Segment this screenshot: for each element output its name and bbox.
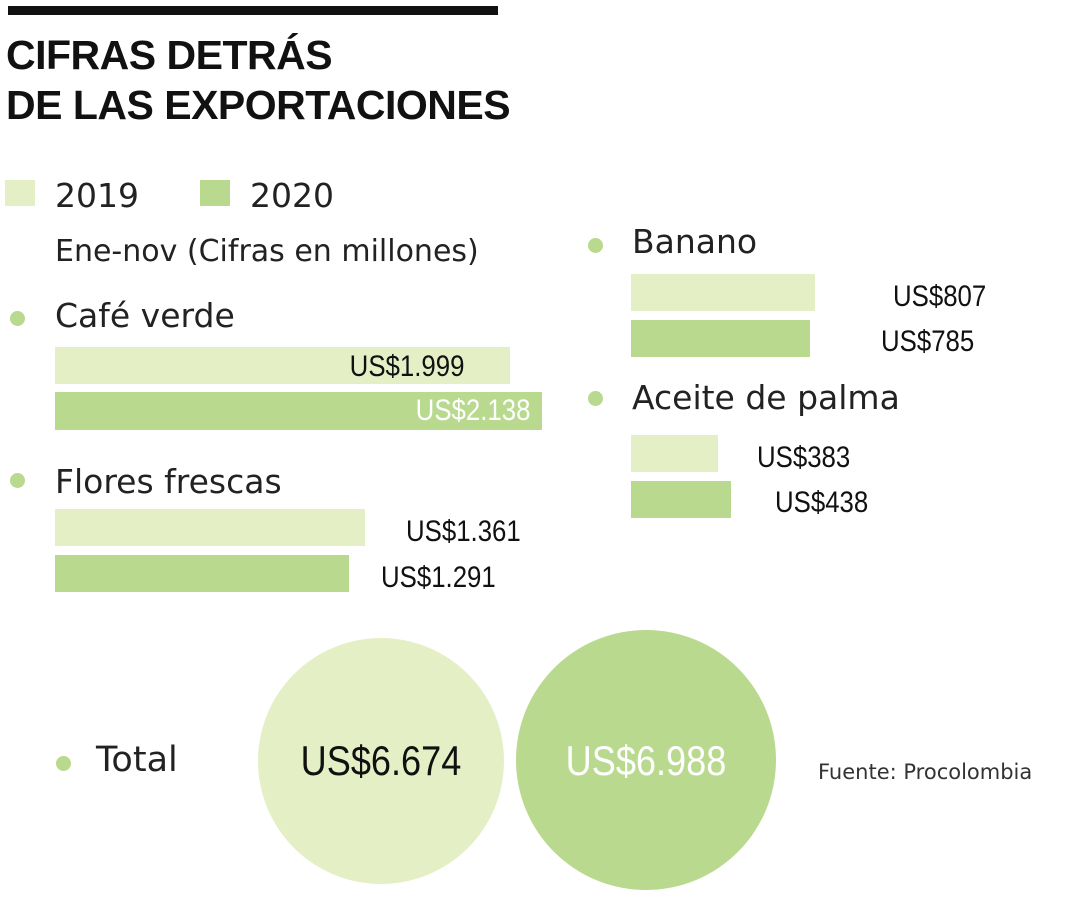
total-label: Total: [96, 740, 178, 780]
total-circle-2019: [258, 638, 504, 884]
bar-cafe-verde-2020: [55, 392, 542, 430]
total-circle-2020: [516, 630, 776, 890]
bar-flores-frescas-2019: [55, 509, 365, 546]
category-label-banano: Banano: [632, 222, 758, 261]
category-label-aceite-de-palma: Aceite de palma: [632, 378, 900, 417]
category-dot-banano: [588, 238, 603, 253]
value-label-cafe-verde-2019: US$1.999: [349, 350, 464, 383]
bar-aceite-de-palma-2020: [631, 481, 731, 518]
title-line-2: DE LAS EXPORTACIONES: [6, 82, 511, 128]
legend-label-2019: 2019: [55, 176, 139, 215]
chart-subtitle: Ene-nov (Cifras en millones): [55, 234, 479, 269]
source-note: Fuente: Procolombia: [818, 760, 1033, 784]
bar-aceite-de-palma-2019: [631, 435, 718, 472]
bar-flores-frescas-2020: [55, 555, 349, 592]
value-label-banano-2019: US$807: [893, 280, 987, 313]
value-label-flores-frescas-2020: US$1.291: [381, 561, 496, 594]
bar-cafe-verde-2019: [55, 347, 510, 384]
bar-banano-2020: [631, 320, 810, 357]
category-dot-flores-frescas: [10, 473, 25, 488]
value-label-aceite-de-palma-2019: US$383: [757, 441, 851, 474]
value-label-banano-2020: US$785: [881, 325, 975, 358]
value-label-cafe-verde-2020: US$2.138: [415, 394, 530, 427]
category-dot-cafe-verde: [10, 311, 25, 326]
top-rule: [8, 6, 498, 15]
total-value-2019: US$6.674: [300, 737, 462, 784]
value-label-aceite-de-palma-2020: US$438: [775, 486, 869, 519]
category-label-flores-frescas: Flores frescas: [55, 462, 282, 501]
legend-swatch-2020: [200, 180, 230, 206]
legend-label-2020: 2020: [250, 176, 334, 215]
bar-banano-2019: [631, 274, 815, 311]
total-value-2020: US$6.988: [565, 737, 727, 784]
category-dot-aceite-de-palma: [588, 391, 603, 406]
category-label-cafe-verde: Café verde: [55, 296, 235, 335]
title-line-1: CIFRAS DETRÁS: [6, 32, 333, 78]
total-dot: [56, 756, 71, 771]
legend-swatch-2019: [5, 180, 35, 206]
chart-title: CIFRAS DETRÁS DE LAS EXPORTACIONES: [6, 30, 606, 130]
value-label-flores-frescas-2019: US$1.361: [406, 515, 521, 548]
